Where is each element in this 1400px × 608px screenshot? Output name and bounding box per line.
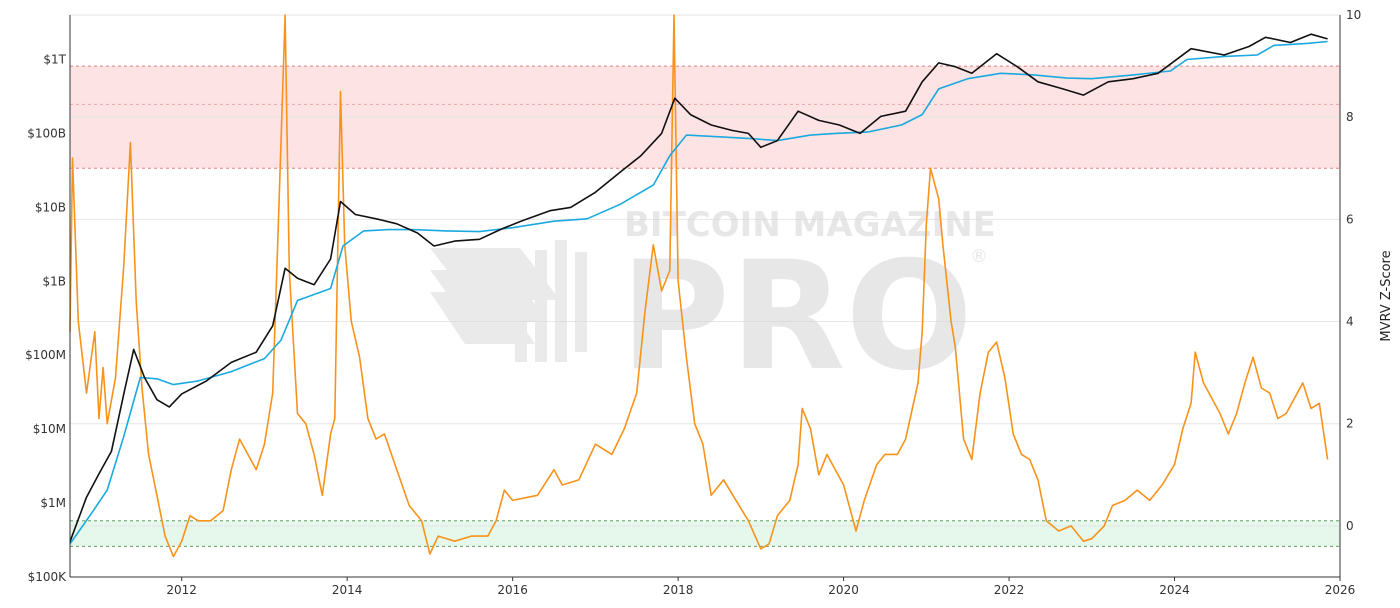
x-tick-labels: 2012 2014 2016 2018 2020 2022 2024 2026	[166, 577, 1355, 597]
left-tick-label-3: $100M	[25, 348, 66, 362]
x-tick-label-2: 2016	[497, 583, 528, 597]
x-tick-label-5: 2022	[994, 583, 1025, 597]
right-tick-label-0: 0	[1346, 519, 1354, 533]
data-series	[69, 14, 1329, 558]
left-tick-label-7: $1T	[43, 53, 66, 67]
watermark-brand-text: BITCOIN MAGAZINE	[624, 205, 996, 245]
x-tick-label-3: 2018	[663, 583, 694, 597]
left-tick-label-0: $100K	[28, 570, 68, 584]
x-tick-label-4: 2020	[828, 583, 859, 597]
series-line-2	[69, 14, 1329, 558]
right-tick-label-5: 10	[1346, 8, 1361, 22]
x-tick-label-6: 2024	[1159, 583, 1190, 597]
left-tick-label-2: $10M	[33, 422, 66, 436]
x-tick-label-7: 2026	[1325, 583, 1356, 597]
left-tick-label-5: $10B	[35, 200, 66, 214]
series-line-1	[69, 40, 1328, 545]
right-tick-label-1: 2	[1346, 417, 1354, 431]
watermark-logo-icon	[430, 240, 587, 362]
right-axis-title: MVRV Z-Score	[1379, 250, 1394, 341]
left-tick-labels: $100K $1M $10M $100M $1B $10B $100B $1T	[25, 53, 67, 584]
right-tick-label-3: 6	[1346, 212, 1354, 226]
left-tick-label-1: $1M	[40, 496, 66, 510]
right-tick-label-2: 4	[1346, 315, 1354, 329]
zone-band-1	[70, 520, 1340, 547]
watermark: BITCOIN MAGAZINE PRO ®	[430, 205, 996, 404]
right-tick-label-4: 8	[1346, 110, 1354, 124]
watermark-pro-text: PRO	[620, 230, 973, 404]
watermark-registered-mark: ®	[970, 246, 988, 267]
right-tick-labels: 0 2 4 6 8 10	[1346, 8, 1361, 533]
axes	[69, 15, 1341, 578]
left-tick-label-6: $100B	[27, 126, 66, 140]
x-tick-label-0: 2012	[166, 583, 197, 597]
series-line-0	[69, 33, 1328, 542]
left-tick-label-4: $1B	[42, 274, 66, 288]
x-tick-label-1: 2014	[332, 583, 363, 597]
